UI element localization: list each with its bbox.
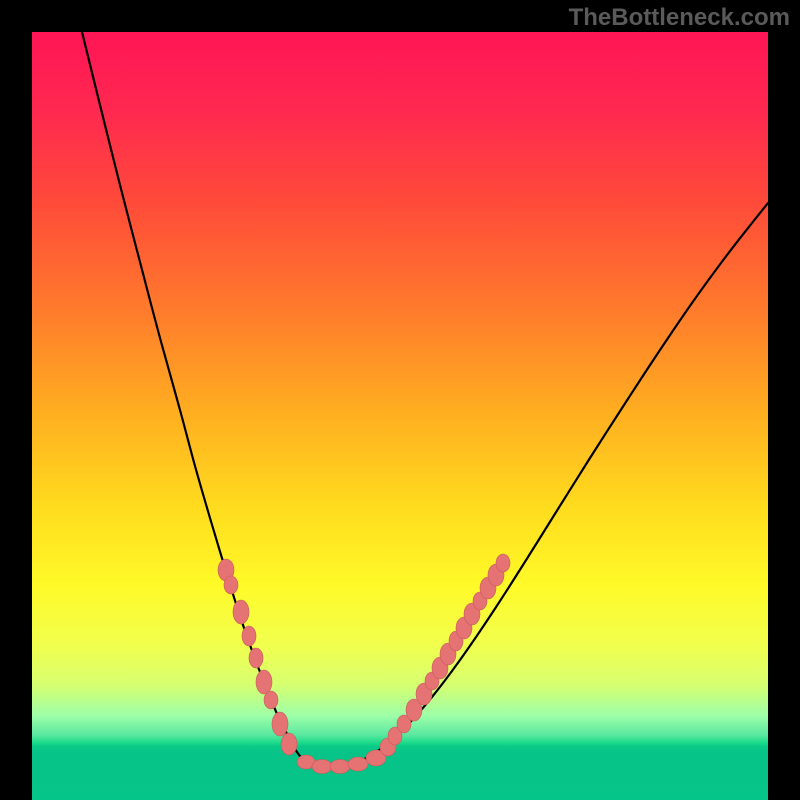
chart-svg (0, 0, 800, 800)
marker (281, 733, 297, 755)
marker (330, 760, 350, 774)
marker (249, 648, 263, 668)
marker (272, 712, 288, 736)
marker (256, 670, 272, 694)
marker (242, 626, 256, 646)
marker (312, 760, 332, 774)
marker (264, 691, 278, 709)
marker (348, 757, 368, 771)
watermark-text: TheBottleneck.com (569, 4, 790, 32)
marker (496, 554, 510, 572)
marker (224, 576, 238, 594)
bottleneck-chart: TheBottleneck.com (0, 0, 800, 800)
marker (233, 600, 249, 624)
plot-background (32, 32, 768, 800)
